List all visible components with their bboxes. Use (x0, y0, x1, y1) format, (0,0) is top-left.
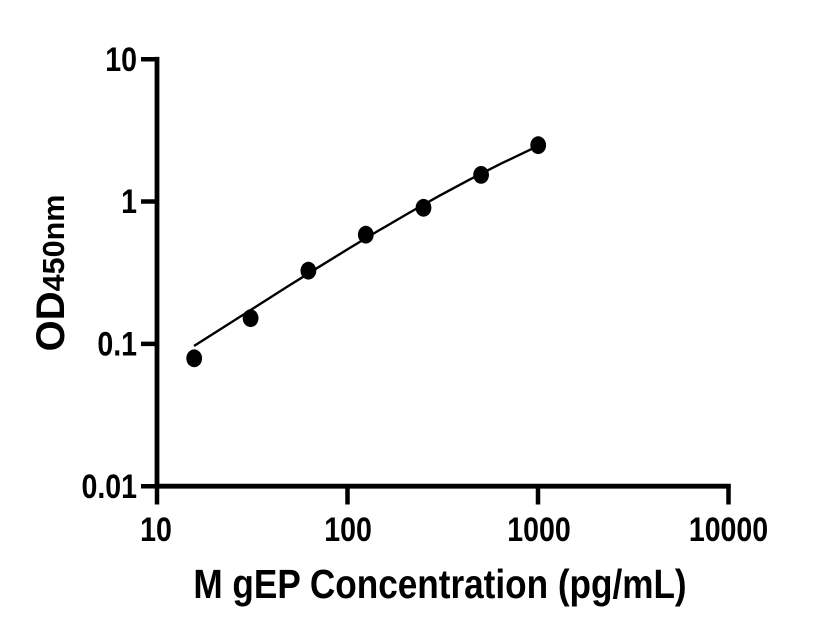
svg-text:OD450nm: OD450nm (29, 195, 73, 352)
svg-text:10000: 10000 (689, 511, 768, 549)
svg-text:10: 10 (105, 41, 137, 79)
svg-text:100: 100 (324, 511, 372, 549)
svg-text:0.01: 0.01 (81, 468, 137, 506)
svg-text:1: 1 (121, 183, 137, 221)
svg-text:1000: 1000 (507, 511, 571, 549)
svg-text:0.1: 0.1 (97, 325, 137, 363)
svg-text:10: 10 (140, 511, 172, 549)
svg-text:M gEP Concentration (pg/mL): M gEP Concentration (pg/mL) (193, 563, 686, 608)
